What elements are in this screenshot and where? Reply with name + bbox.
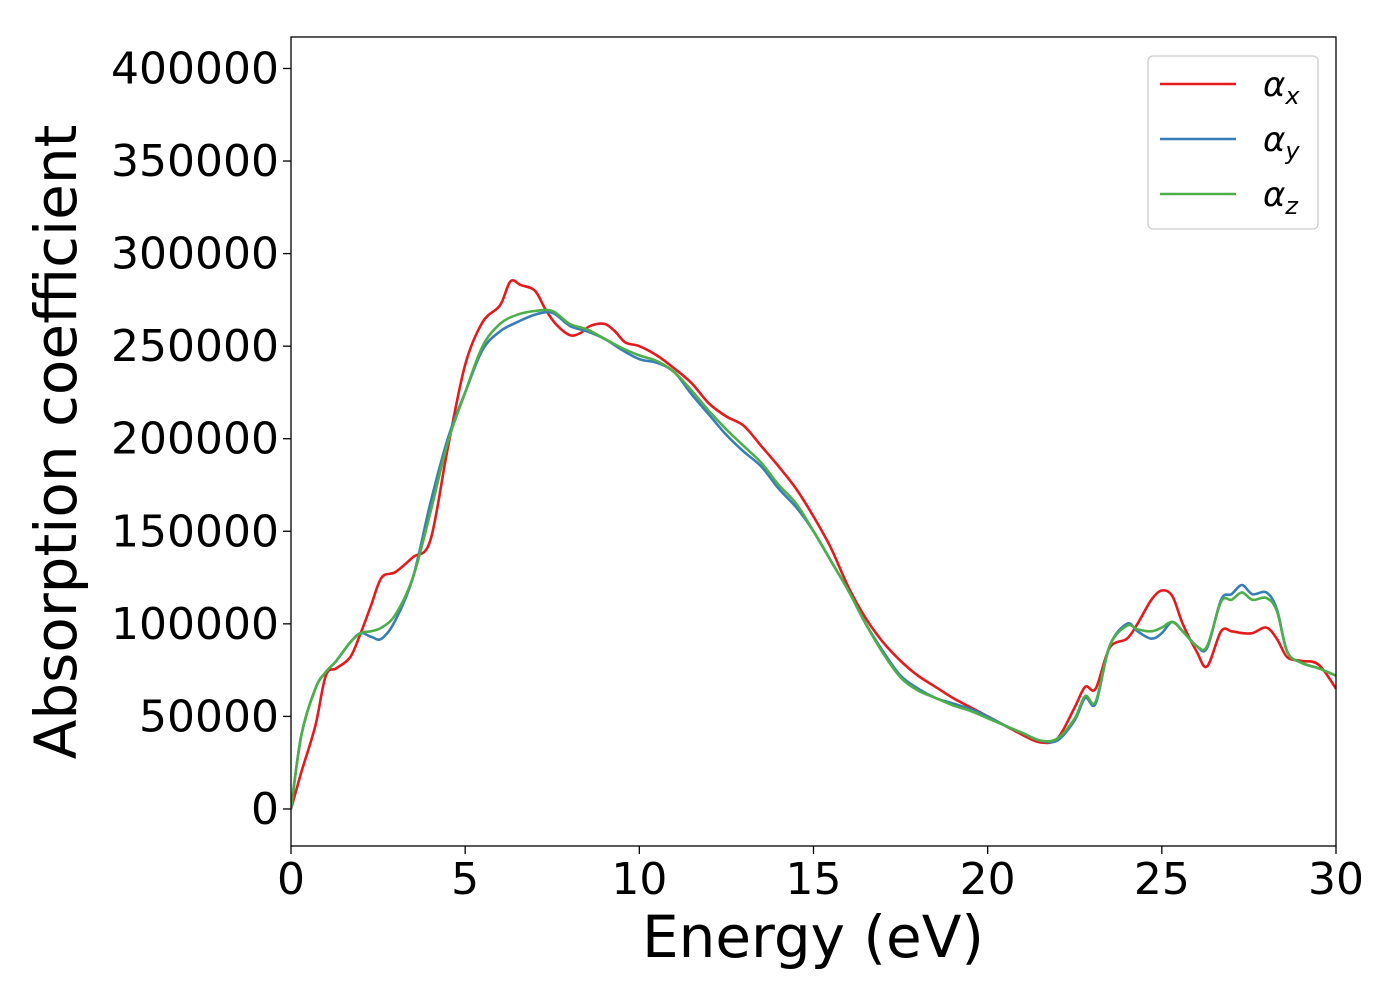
y-axis-ticks: 0 50000 100000 150000 200000 250000 300000 3500… bbox=[111, 43, 291, 835]
series-line-z bbox=[291, 308, 1336, 810]
y-tick-label: 150000 bbox=[111, 506, 279, 557]
y-tick-label: 0 bbox=[251, 784, 279, 835]
legend-label-z: αz bbox=[1263, 175, 1299, 220]
legend-box bbox=[1147, 55, 1319, 230]
legend: αx αy αz bbox=[1147, 55, 1319, 230]
y-tick-label: 50000 bbox=[139, 691, 279, 742]
legend-label-x: αx bbox=[1263, 65, 1300, 110]
x-axis-label: Energy (eV) bbox=[642, 903, 984, 971]
y-tick-label: 300000 bbox=[111, 229, 279, 280]
y-tick-label: 250000 bbox=[111, 321, 279, 372]
y-tick-label: 100000 bbox=[111, 599, 279, 650]
x-tick-label: 10 bbox=[611, 854, 667, 905]
x-tick-label: 25 bbox=[1134, 854, 1190, 905]
y-axis-label: Absorption coefficient bbox=[22, 125, 90, 760]
series-line-y bbox=[291, 310, 1336, 810]
y-tick-label: 400000 bbox=[111, 43, 279, 94]
series-line-x bbox=[291, 279, 1336, 810]
y-tick-label: 200000 bbox=[111, 414, 279, 465]
x-tick-label: 20 bbox=[960, 854, 1016, 905]
x-tick-label: 5 bbox=[451, 854, 479, 905]
series-layer bbox=[291, 279, 1336, 810]
x-axis-ticks: 0 5 10 15 20 25 30 bbox=[277, 846, 1364, 905]
x-tick-label: 15 bbox=[786, 854, 842, 905]
x-tick-label: 30 bbox=[1308, 854, 1364, 905]
legend-label-y: αy bbox=[1263, 120, 1300, 165]
x-tick-label: 0 bbox=[277, 854, 305, 905]
y-tick-label: 350000 bbox=[111, 136, 279, 187]
